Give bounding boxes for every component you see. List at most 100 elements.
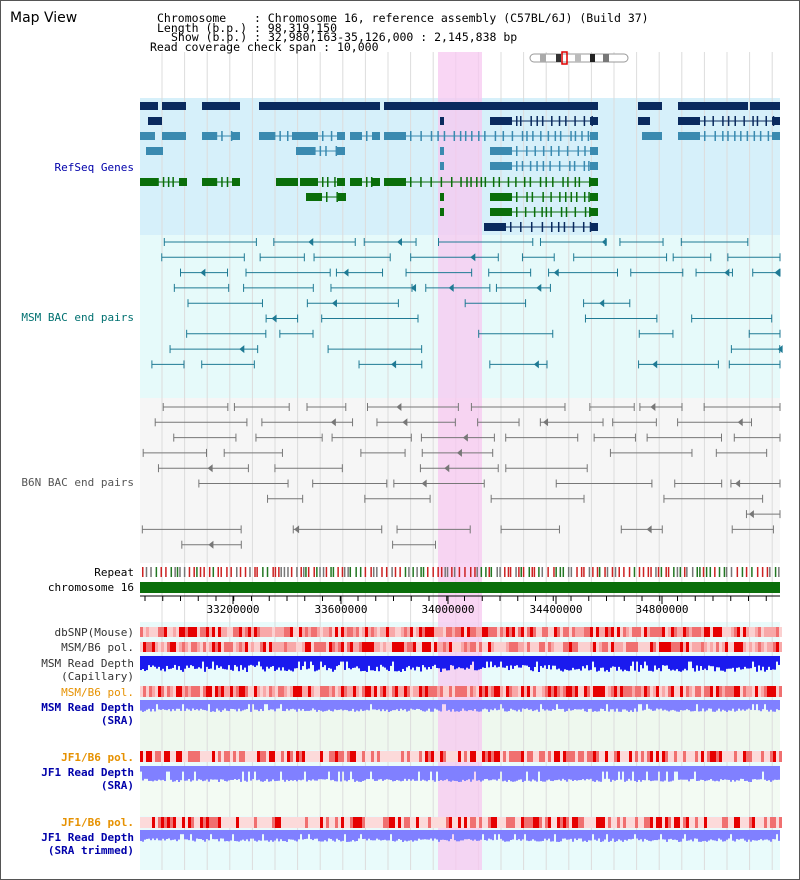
track-label-msm-bac[interactable]: MSM BAC end pairs (21, 311, 134, 324)
msm-depth-sra-bar (452, 700, 454, 710)
jf1-b6-pol-2-cell (164, 817, 167, 828)
jf1-depth-trimmed-bar (548, 830, 550, 839)
msm-depth-sra-bar (290, 700, 292, 710)
jf1-b6-pol-1-cell (272, 751, 275, 762)
msm-depth-sra-bar (640, 700, 642, 705)
msm-b6-pol-1-cell (221, 642, 224, 652)
dbsnp-cell (386, 627, 389, 637)
track-label-msm-depth-capillary[interactable]: MSM Read Depth (Capillary) (41, 657, 134, 683)
jf1-depth-sra-bar (690, 766, 692, 780)
msm-depth-sra-bar (366, 700, 368, 710)
jf1-depth-sra-bar (218, 766, 220, 782)
jf1-depth-sra-bar (664, 766, 666, 781)
msm-depth-sra-bar (320, 700, 322, 711)
jf1-b6-pol-1-cell (329, 751, 332, 762)
msm-depth-sra-bar (368, 700, 370, 711)
msm-depth-sra-bar (280, 700, 282, 705)
msm-depth-capillary-bar (506, 656, 508, 666)
msm-b6-pol-1-cell (299, 642, 302, 652)
track-label-chromosome[interactable]: chromosome 16 (47, 581, 134, 594)
repeat-element (343, 567, 346, 577)
track-label-jf1-b6-pol-2[interactable]: JF1/B6 pol. (61, 816, 134, 829)
repeat-element (570, 567, 573, 577)
jf1-b6-pol-2-cell (200, 817, 203, 828)
b6n-bac-arrow (396, 403, 402, 411)
track-label-jf1-depth-trimmed[interactable]: JF1 Read Depth (SRA trimmed) (41, 831, 134, 857)
jf1-depth-sra-bar (640, 766, 642, 782)
msm-depth-capillary-bar (572, 656, 574, 668)
msm-depth-sra-bar (274, 700, 276, 712)
msm-depth-capillary-bar (720, 656, 722, 671)
msm-depth-sra-bar (556, 700, 558, 705)
msm-depth-sra-bar (768, 700, 770, 712)
msm-depth-capillary-bar (172, 656, 174, 668)
dbsnp-cell (341, 627, 344, 637)
jf1-depth-sra-bar (674, 766, 676, 772)
track-label-jf1-depth-sra[interactable]: JF1 Read Depth (SRA) (41, 766, 134, 792)
jf1-depth-sra-bar (762, 766, 764, 772)
msm-depth-capillary-bar (660, 656, 662, 672)
track-label-msm-b6-pol-1[interactable]: MSM/B6 pol. (61, 641, 134, 654)
jf1-b6-pol-2-cell (524, 817, 527, 828)
msm-depth-sra-bar (392, 700, 394, 711)
jf1-depth-sra-bar (696, 766, 698, 781)
track-label-repeat[interactable]: Repeat (94, 566, 134, 579)
jf1-b6-pol-1-cell (719, 751, 722, 762)
jf1-b6-pol-1-cell (179, 751, 182, 762)
msm-b6-pol-1-cell (269, 642, 272, 652)
track-label-msm-depth-sra[interactable]: MSM Read Depth (SRA) (41, 701, 134, 727)
gene-exon-block (490, 193, 512, 201)
jf1-depth-sra-bar (654, 766, 656, 781)
msm-depth-sra-bar (596, 700, 598, 712)
b6n-bac-arrow (646, 525, 652, 534)
msm-b6-pol-1-cell (548, 642, 551, 652)
msm-b6-pol-2-cell (299, 686, 302, 697)
jf1-depth-sra-bar (426, 766, 428, 782)
track-label-refseq[interactable]: RefSeq Genes (54, 161, 134, 174)
jf1-depth-trimmed-bar (368, 830, 370, 839)
jf1-depth-trimmed-bar (616, 830, 618, 842)
track-label-jf1-b6-pol-1[interactable]: JF1/B6 pol. (61, 751, 134, 764)
track-label-b6n-bac[interactable]: B6N BAC end pairs (21, 476, 134, 489)
repeat-element (488, 567, 490, 577)
jf1-b6-pol-2-cell (374, 817, 377, 828)
dbsnp-cell (629, 627, 632, 637)
gene-exon-tick (480, 177, 483, 187)
dbsnp-cell (725, 627, 728, 637)
msm-depth-sra-bar (548, 700, 550, 711)
gene-exon-tick (582, 222, 585, 232)
dbsnp-cell (413, 627, 416, 637)
msm-b6-pol-2-cell (473, 686, 476, 697)
track-label-dbsnp[interactable]: dbSNP(Mouse) (54, 626, 134, 639)
jf1-b6-pol-2-cell (470, 817, 473, 828)
jf1-b6-pol-2-cell (173, 817, 176, 828)
jf1-depth-trimmed-bar (358, 830, 360, 839)
jf1-depth-sra-bar (758, 766, 760, 780)
gene-exon-block (384, 102, 598, 110)
msm-b6-pol-1-cell (374, 642, 377, 652)
msm-depth-capillary-bar (368, 656, 370, 666)
jf1-b6-pol-2-cell (455, 817, 458, 828)
msm-depth-capillary-bar (382, 656, 384, 667)
gene-exon-tick (464, 131, 467, 141)
jf1-depth-trimmed-bar (450, 830, 452, 839)
msm-b6-pol-2-cell (197, 686, 200, 697)
msm-b6-pol-1-cell (527, 642, 530, 652)
jf1-b6-pol-2-cell (167, 817, 170, 828)
gene-exon-tick (521, 161, 524, 171)
jf1-depth-trimmed-bar (524, 830, 526, 835)
jf1-b6-pol-1-cell (746, 751, 749, 762)
repeat-element (650, 567, 652, 577)
b6n-bac-arrow (748, 510, 754, 519)
msm-b6-pol-2-cell (323, 686, 326, 697)
repeat-element (766, 567, 769, 577)
jf1-depth-sra-bar (366, 766, 368, 779)
gene-exon-tick (334, 177, 336, 187)
msm-depth-sra-bar (324, 700, 326, 712)
jf1-depth-trimmed-bar (250, 830, 252, 839)
jf1-b6-pol-1-cell (413, 751, 416, 762)
jf1-b6-pol-1-cell (323, 751, 326, 762)
track-label-msm-b6-pol-2[interactable]: MSM/B6 pol. (61, 686, 134, 699)
jf1-depth-trimmed-bar (320, 830, 322, 842)
